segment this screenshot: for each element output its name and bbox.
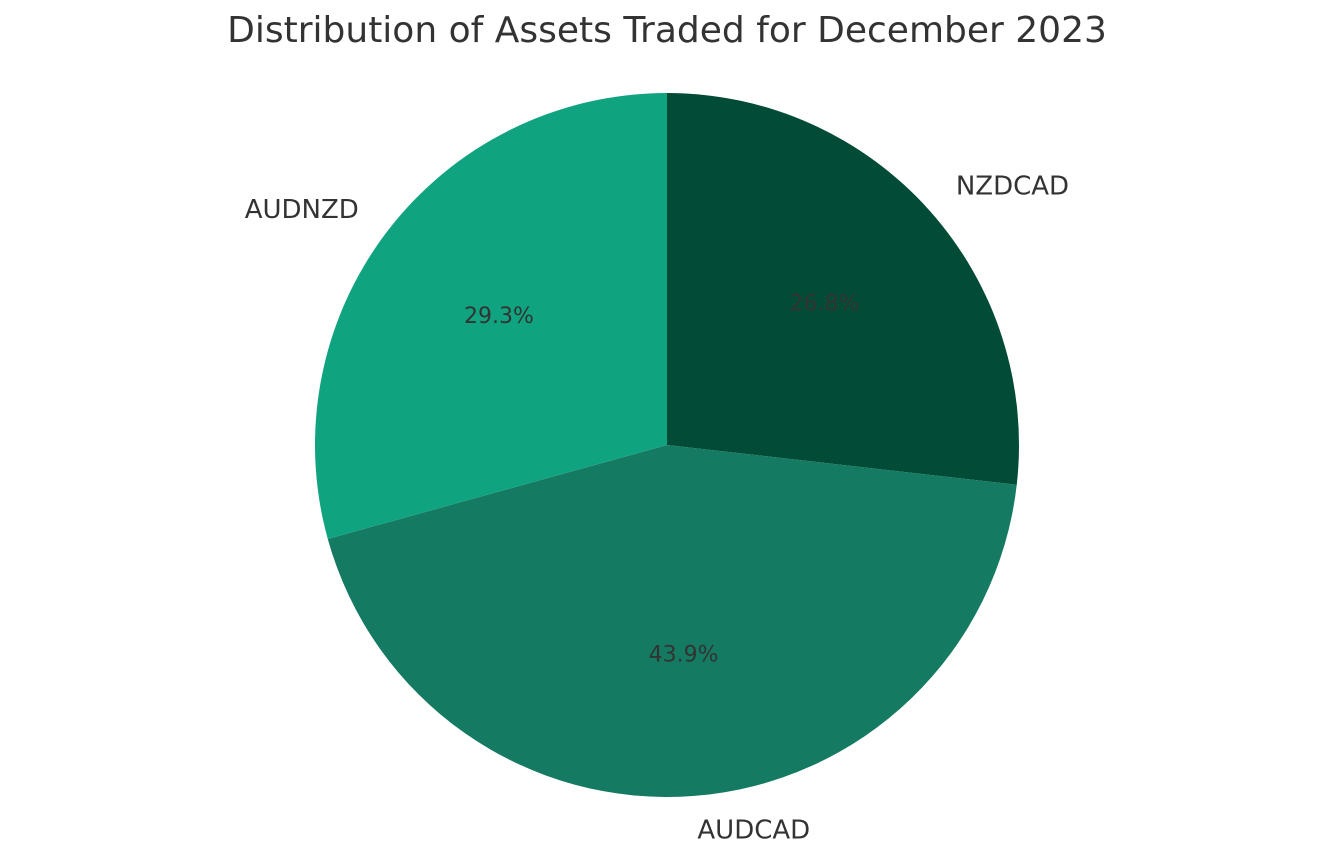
pie-slice <box>314 93 667 539</box>
pie-slice <box>667 93 1019 485</box>
slice-label: NZDCAD <box>956 172 1069 202</box>
slice-label: AUDNZD <box>245 195 359 225</box>
slice-label: AUDCAD <box>697 816 810 846</box>
percent-label: 29.3% <box>464 304 534 329</box>
chart-title: Distribution of Assets Traded for Decemb… <box>227 10 1107 51</box>
percent-label: 26.8% <box>790 291 860 316</box>
percent-label: 43.9% <box>649 643 719 668</box>
pie-slice <box>327 445 1017 797</box>
